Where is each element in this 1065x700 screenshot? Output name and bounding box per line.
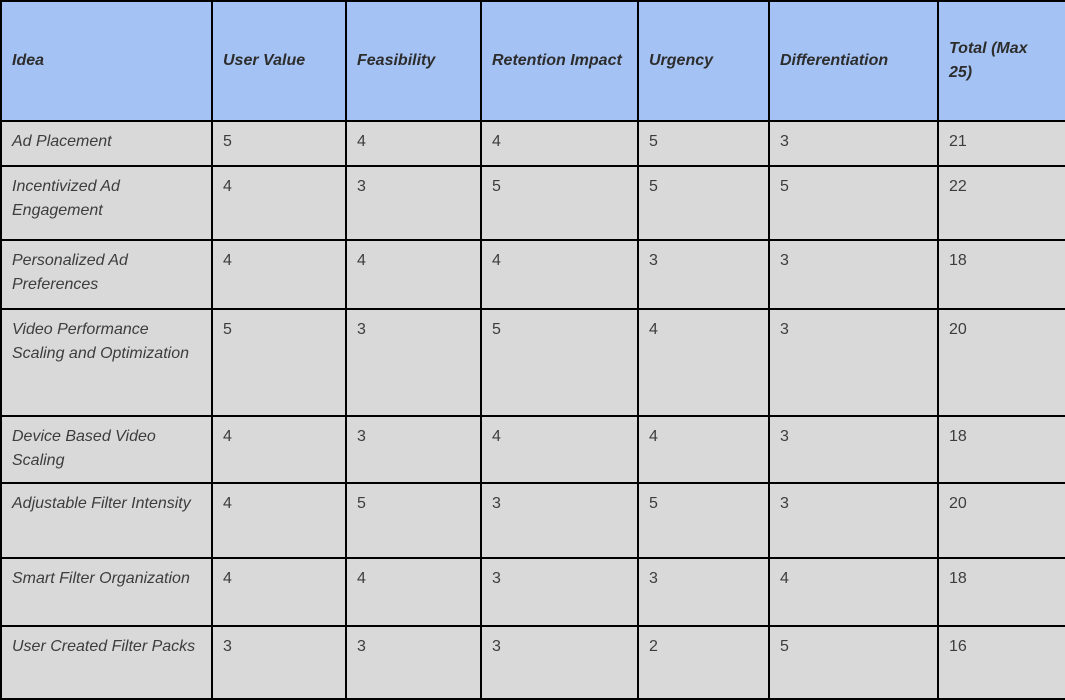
score-cell: 3 — [345, 165, 482, 242]
idea-cell: Device Based Video Scaling — [0, 415, 213, 484]
total-cell: 16 — [937, 625, 1065, 700]
score-cell: 3 — [768, 119, 939, 168]
total-cell: 18 — [937, 415, 1065, 484]
header-cell-retention-impact: Retention Impact — [480, 0, 639, 122]
score-cell: 4 — [211, 415, 347, 484]
score-cell: 3 — [768, 307, 939, 418]
header-cell-idea: Idea — [0, 0, 213, 122]
score-cell: 3 — [211, 625, 347, 700]
idea-cell: Incentivized Ad Engagement — [0, 165, 213, 242]
total-cell: 18 — [937, 239, 1065, 310]
idea-cell: Ad Placement — [0, 119, 213, 168]
table-row: Device Based Video Scaling 4 3 4 4 3 18 — [0, 415, 1065, 484]
score-cell: 4 — [480, 239, 639, 310]
score-cell: 4 — [637, 415, 770, 484]
score-cell: 5 — [480, 307, 639, 418]
score-cell: 4 — [768, 556, 939, 628]
total-cell: 20 — [937, 307, 1065, 418]
score-cell: 5 — [768, 165, 939, 242]
score-cell: 4 — [480, 415, 639, 484]
score-cell: 4 — [480, 119, 639, 168]
score-cell: 5 — [345, 481, 482, 559]
header-cell-user-value: User Value — [211, 0, 347, 122]
idea-cell: User Created Filter Packs — [0, 625, 213, 700]
idea-cell: Personalized Ad Preferences — [0, 239, 213, 310]
score-cell: 3 — [768, 239, 939, 310]
header-cell-urgency: Urgency — [637, 0, 770, 122]
score-cell: 3 — [345, 307, 482, 418]
table-row: Personalized Ad Preferences 4 4 4 3 3 18 — [0, 239, 1065, 310]
score-cell: 4 — [637, 307, 770, 418]
header-cell-total: Total (Max 25) — [937, 0, 1065, 122]
score-cell: 5 — [211, 307, 347, 418]
total-cell: 20 — [937, 481, 1065, 559]
score-cell: 5 — [211, 119, 347, 168]
score-cell: 3 — [345, 625, 482, 700]
total-cell: 22 — [937, 165, 1065, 242]
score-cell: 4 — [211, 165, 347, 242]
score-cell: 4 — [345, 119, 482, 168]
header-row: Idea User Value Feasibility Retention Im… — [0, 0, 1065, 122]
score-cell: 4 — [211, 481, 347, 559]
score-cell: 3 — [480, 556, 639, 628]
total-cell: 18 — [937, 556, 1065, 628]
score-cell: 3 — [768, 415, 939, 484]
idea-cell: Smart Filter Organization — [0, 556, 213, 628]
idea-cell: Adjustable Filter Intensity — [0, 481, 213, 559]
score-cell: 5 — [637, 119, 770, 168]
score-cell: 3 — [345, 415, 482, 484]
total-cell: 21 — [937, 119, 1065, 168]
table-row: User Created Filter Packs 3 3 3 2 5 16 — [0, 625, 1065, 700]
score-cell: 5 — [768, 625, 939, 700]
score-cell: 3 — [480, 625, 639, 700]
score-cell: 5 — [637, 481, 770, 559]
table-row: Adjustable Filter Intensity 4 5 3 5 3 20 — [0, 481, 1065, 559]
score-cell: 3 — [637, 239, 770, 310]
header-cell-feasibility: Feasibility — [345, 0, 482, 122]
score-cell: 4 — [211, 239, 347, 310]
score-cell: 5 — [480, 165, 639, 242]
score-cell: 4 — [345, 556, 482, 628]
header-cell-differentiation: Differentiation — [768, 0, 939, 122]
table-row: Ad Placement 5 4 4 5 3 21 — [0, 119, 1065, 168]
table-row: Video Performance Scaling and Optimizati… — [0, 307, 1065, 418]
score-cell: 2 — [637, 625, 770, 700]
score-cell: 4 — [345, 239, 482, 310]
table-row: Incentivized Ad Engagement 4 3 5 5 5 22 — [0, 165, 1065, 242]
score-cell: 3 — [480, 481, 639, 559]
score-cell: 4 — [211, 556, 347, 628]
score-cell: 5 — [637, 165, 770, 242]
idea-cell: Video Performance Scaling and Optimizati… — [0, 307, 213, 418]
score-cell: 3 — [768, 481, 939, 559]
table-row: Smart Filter Organization 4 4 3 3 4 18 — [0, 556, 1065, 628]
score-cell: 3 — [637, 556, 770, 628]
